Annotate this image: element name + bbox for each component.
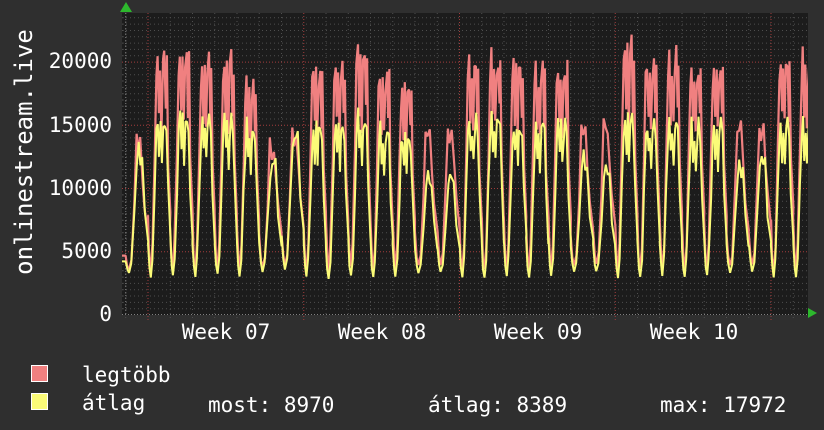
y-tick-label: 0 [99,302,112,326]
plot-area [122,13,817,321]
chart-canvas [122,13,817,320]
x-tick-label: Week 08 [337,320,427,344]
legend-label-avg: átlag [82,391,146,415]
legend-swatch-avg-icon [31,393,48,410]
x-axis-arrow-icon [808,308,817,318]
stat-most-label: most: [208,393,272,417]
y-tick-label: 10000 [48,176,112,200]
legend-label-max: legtöbb [82,363,171,387]
stat-most-value: 8970 [283,393,335,417]
stat-most: most: 8970 [208,394,334,416]
stat-atlag-label: átlag: [428,393,504,417]
x-tick-label: Week 07 [181,320,271,344]
stat-max: max: 17972 [660,394,786,416]
y-tick-label: 15000 [48,113,112,137]
y-tick-label: 20000 [48,49,112,73]
x-tick-label: Week 09 [493,320,583,344]
x-tick-label: Week 10 [649,320,739,344]
legend-swatch-max-icon [31,365,48,382]
stat-max-value: 17972 [723,393,787,417]
stat-atlag-value: 8389 [516,393,568,417]
stat-max-label: max: [660,393,711,417]
y-tick-label: 5000 [61,239,112,263]
stat-atlag: átlag: 8389 [428,394,567,416]
y-axis-arrow-icon [120,2,132,12]
